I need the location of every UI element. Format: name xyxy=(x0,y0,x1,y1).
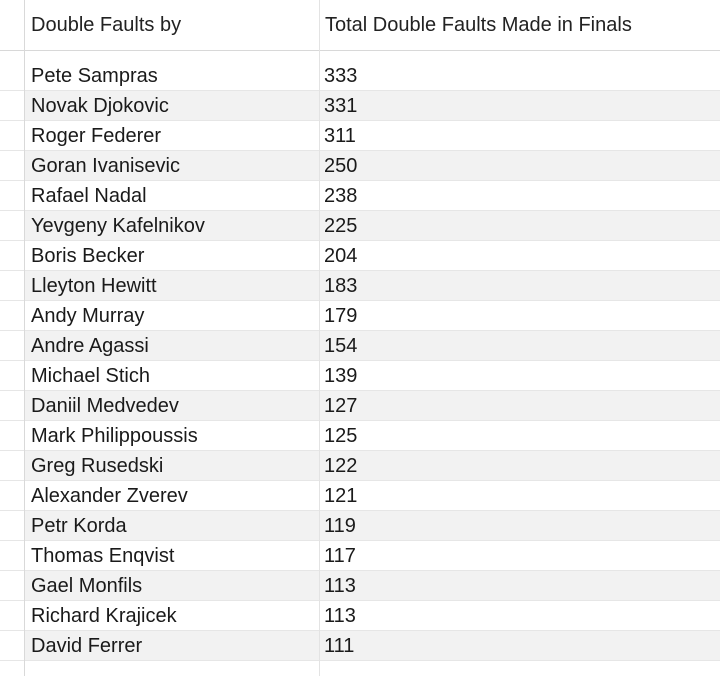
double-faults-value-cell[interactable]: 122 xyxy=(324,455,358,477)
player-name-cell[interactable]: Andre Agassi xyxy=(31,335,149,357)
player-name-cell[interactable]: Alexander Zverev xyxy=(31,485,188,507)
row-gutter-cell xyxy=(0,421,24,451)
row-gutter-cell xyxy=(0,391,24,421)
double-faults-value-cell[interactable]: 117 xyxy=(324,545,356,567)
double-faults-value-cell[interactable]: 111 xyxy=(324,635,355,657)
player-name-cell[interactable]: Lleyton Hewitt xyxy=(31,275,157,297)
player-name-cell[interactable]: Yevgeny Kafelnikov xyxy=(31,215,205,237)
row-gutter-cell xyxy=(0,631,24,661)
double-faults-value-cell[interactable]: 250 xyxy=(324,155,358,177)
table-row[interactable]: Greg Rusedski 122 xyxy=(25,451,720,481)
table-body: Pete Sampras 333 Novak Djokovic 331 Roger Fe… xyxy=(25,61,720,661)
table-row[interactable]: Boris Becker 204 xyxy=(25,241,720,271)
double-faults-value-cell[interactable]: 333 xyxy=(324,65,358,87)
row-gutter-cell xyxy=(0,331,24,361)
double-faults-value-cell[interactable]: 127 xyxy=(324,395,358,417)
table-header: Double Faults by Total Double Faults Mad… xyxy=(0,0,720,51)
column-header-total[interactable]: Total Double Faults Made in Finals xyxy=(325,14,632,36)
row-gutter xyxy=(0,61,24,661)
row-gutter-cell xyxy=(0,301,24,331)
player-name-cell[interactable]: David Ferrer xyxy=(31,635,143,657)
row-gutter-cell xyxy=(0,241,24,271)
row-gutter-cell xyxy=(0,361,24,391)
player-name-cell[interactable]: Mark Philippoussis xyxy=(31,425,198,447)
table-row[interactable]: Rafael Nadal 238 xyxy=(25,181,720,211)
double-faults-value-cell[interactable]: 113 xyxy=(324,575,356,597)
table-row[interactable]: Mark Philippoussis 125 xyxy=(25,421,720,451)
double-faults-value-cell[interactable]: 311 xyxy=(324,125,356,147)
table-row[interactable]: Richard Krajicek 113 xyxy=(25,601,720,631)
table-row[interactable]: Andy Murray 179 xyxy=(25,301,720,331)
player-name-cell[interactable]: Boris Becker xyxy=(31,245,145,267)
player-name-cell[interactable]: Novak Djokovic xyxy=(31,95,169,117)
player-name-cell[interactable]: Goran Ivanisevic xyxy=(31,155,180,177)
table-row[interactable]: Pete Sampras 333 xyxy=(25,61,720,91)
player-name-cell[interactable]: Thomas Enqvist xyxy=(31,545,175,567)
table-row[interactable]: David Ferrer 111 xyxy=(25,631,720,661)
player-name-cell[interactable]: Richard Krajicek xyxy=(31,605,177,627)
player-name-cell[interactable]: Daniil Medvedev xyxy=(31,395,179,417)
double-faults-value-cell[interactable]: 331 xyxy=(324,95,358,117)
row-gutter-cell xyxy=(0,451,24,481)
player-name-cell[interactable]: Michael Stich xyxy=(31,365,150,387)
player-name-cell[interactable]: Greg Rusedski xyxy=(31,455,164,477)
row-gutter-cell xyxy=(0,481,24,511)
row-gutter-cell xyxy=(0,91,24,121)
player-name-cell[interactable]: Gael Monfils xyxy=(31,575,143,597)
double-faults-value-cell[interactable]: 113 xyxy=(324,605,356,627)
table-row[interactable]: Daniil Medvedev 127 xyxy=(25,391,720,421)
row-gutter-cell xyxy=(0,211,24,241)
column-header-player[interactable]: Double Faults by xyxy=(31,14,182,36)
double-faults-value-cell[interactable]: 204 xyxy=(324,245,358,267)
table-row[interactable]: Lleyton Hewitt 183 xyxy=(25,271,720,301)
row-gutter-cell xyxy=(0,571,24,601)
player-name-cell[interactable]: Pete Sampras xyxy=(31,65,158,87)
double-faults-value-cell[interactable]: 119 xyxy=(324,515,356,537)
double-faults-value-cell[interactable]: 139 xyxy=(324,365,358,387)
column-divider xyxy=(319,0,320,676)
table-row[interactable]: Andre Agassi 154 xyxy=(25,331,720,361)
row-gutter-cell xyxy=(0,61,24,91)
table-row[interactable]: Petr Korda 119 xyxy=(25,511,720,541)
table-row[interactable]: Goran Ivanisevic 250 xyxy=(25,151,720,181)
gutter-divider xyxy=(24,0,25,676)
row-gutter-cell xyxy=(0,271,24,301)
table-row[interactable]: Thomas Enqvist 117 xyxy=(25,541,720,571)
table-row[interactable]: Novak Djokovic 331 xyxy=(25,91,720,121)
table-row[interactable]: Yevgeny Kafelnikov 225 xyxy=(25,211,720,241)
double-faults-value-cell[interactable]: 154 xyxy=(324,335,358,357)
row-gutter-cell xyxy=(0,511,24,541)
table-row[interactable]: Roger Federer 311 xyxy=(25,121,720,151)
row-gutter-cell xyxy=(0,601,24,631)
double-faults-value-cell[interactable]: 238 xyxy=(324,185,358,207)
table-row[interactable]: Gael Monfils 113 xyxy=(25,571,720,601)
table-row[interactable]: Michael Stich 139 xyxy=(25,361,720,391)
row-gutter-cell xyxy=(0,181,24,211)
player-name-cell[interactable]: Rafael Nadal xyxy=(31,185,147,207)
double-faults-value-cell[interactable]: 179 xyxy=(324,305,358,327)
row-gutter-cell xyxy=(0,151,24,181)
player-name-cell[interactable]: Roger Federer xyxy=(31,125,162,147)
double-faults-value-cell[interactable]: 183 xyxy=(324,275,358,297)
table-row[interactable]: Alexander Zverev 121 xyxy=(25,481,720,511)
double-faults-value-cell[interactable]: 225 xyxy=(324,215,358,237)
double-faults-value-cell[interactable]: 121 xyxy=(324,485,358,507)
row-gutter-cell xyxy=(0,121,24,151)
player-name-cell[interactable]: Petr Korda xyxy=(31,515,127,537)
double-faults-value-cell[interactable]: 125 xyxy=(324,425,358,447)
player-name-cell[interactable]: Andy Murray xyxy=(31,305,145,327)
row-gutter-cell xyxy=(0,541,24,571)
